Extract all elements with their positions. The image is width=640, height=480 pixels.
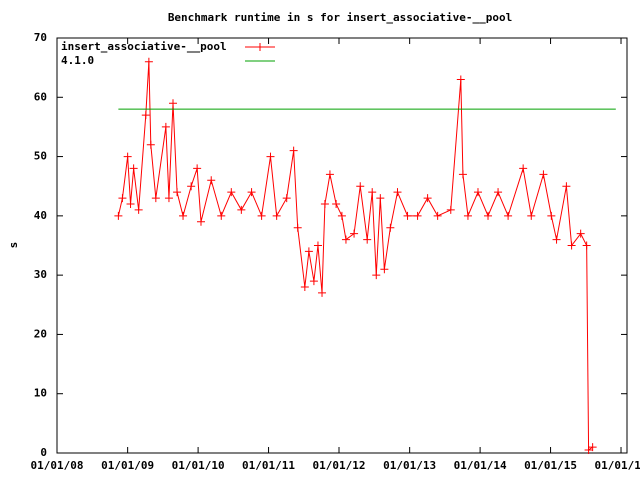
point-marker [309, 277, 318, 286]
point-marker [519, 164, 528, 173]
plot-border [56, 37, 628, 454]
point-marker [293, 223, 302, 232]
chart-title: Benchmark runtime in s for insert_associ… [168, 11, 512, 24]
point-marker [356, 182, 365, 191]
point-marker [386, 223, 395, 232]
legend-marker [256, 43, 264, 51]
y-tick-label: 10 [34, 387, 47, 400]
point-marker [257, 211, 266, 220]
point-marker [282, 194, 291, 203]
y-axis-label: s [7, 242, 20, 249]
point-marker [151, 194, 160, 203]
point-marker [227, 188, 236, 197]
y-tick-label: 20 [34, 327, 47, 340]
point-marker [368, 188, 377, 197]
point-marker [446, 205, 455, 214]
point-marker [217, 211, 226, 220]
point-marker [423, 194, 432, 203]
point-marker [114, 211, 123, 220]
point-marker [207, 176, 216, 185]
point-marker [584, 446, 593, 455]
point-marker [463, 211, 472, 220]
point-marker [196, 217, 205, 226]
point-marker [129, 164, 138, 173]
point-marker [325, 170, 334, 179]
point-marker [372, 271, 381, 280]
point-marker [582, 241, 591, 250]
point-marker [393, 188, 402, 197]
x-tick-label: 01/01/11 [242, 459, 295, 472]
point-marker [179, 211, 188, 220]
point-marker [403, 211, 412, 220]
point-marker [193, 164, 202, 173]
x-tick-label: 01/01/16 [595, 459, 640, 472]
point-marker [118, 194, 127, 203]
x-tick-label: 01/01/08 [31, 459, 84, 472]
point-marker [266, 152, 275, 161]
point-marker [300, 283, 309, 291]
x-tick-label: 01/01/13 [383, 459, 436, 472]
point-marker [588, 443, 597, 452]
point-marker [552, 235, 561, 244]
point-marker [247, 188, 256, 197]
point-marker [134, 205, 143, 214]
point-marker [504, 211, 513, 220]
y-tick-label: 40 [34, 209, 47, 222]
x-tick-label: 01/01/12 [313, 459, 366, 472]
point-marker [318, 288, 327, 297]
y-tick-label: 50 [34, 150, 47, 163]
point-marker [484, 211, 493, 220]
point-marker [313, 241, 322, 250]
point-marker [413, 211, 422, 220]
point-marker [332, 200, 341, 208]
x-tick-label: 01/01/10 [172, 459, 225, 472]
point-marker [363, 235, 372, 244]
point-marker [141, 111, 150, 120]
y-tick-label: 0 [40, 446, 47, 459]
point-marker [187, 182, 196, 191]
point-marker [164, 194, 173, 203]
point-marker [527, 211, 536, 220]
legend-label: insert_associative-__pool [61, 40, 227, 53]
x-tick-label: 01/01/15 [524, 459, 577, 472]
point-marker [320, 200, 329, 208]
point-marker [126, 200, 135, 208]
point-marker [237, 205, 246, 214]
point-marker [161, 122, 170, 131]
point-marker [376, 194, 385, 203]
point-marker [473, 188, 482, 197]
point-marker [547, 211, 556, 220]
legend-label: 4.1.0 [61, 54, 94, 67]
x-tick-label: 01/01/09 [101, 459, 154, 472]
point-marker [494, 188, 503, 197]
y-tick-label: 60 [34, 90, 47, 103]
point-marker [144, 57, 153, 66]
point-marker [380, 265, 389, 274]
point-marker [272, 211, 281, 220]
point-marker [350, 229, 359, 238]
point-marker [433, 211, 442, 220]
point-marker [458, 170, 467, 179]
point-marker [567, 241, 576, 250]
point-marker [123, 152, 132, 161]
point-marker [576, 229, 585, 238]
point-marker [562, 182, 571, 191]
y-tick-label: 30 [34, 268, 47, 281]
point-marker [341, 235, 350, 244]
point-marker [539, 170, 548, 179]
point-marker [146, 140, 155, 149]
point-marker [456, 75, 465, 84]
point-marker [173, 188, 182, 197]
x-tick-label: 01/01/14 [454, 459, 507, 472]
point-marker [169, 99, 178, 108]
y-tick-label: 70 [34, 31, 47, 44]
point-marker [304, 247, 313, 256]
point-marker [289, 146, 298, 155]
point-marker [337, 211, 346, 220]
